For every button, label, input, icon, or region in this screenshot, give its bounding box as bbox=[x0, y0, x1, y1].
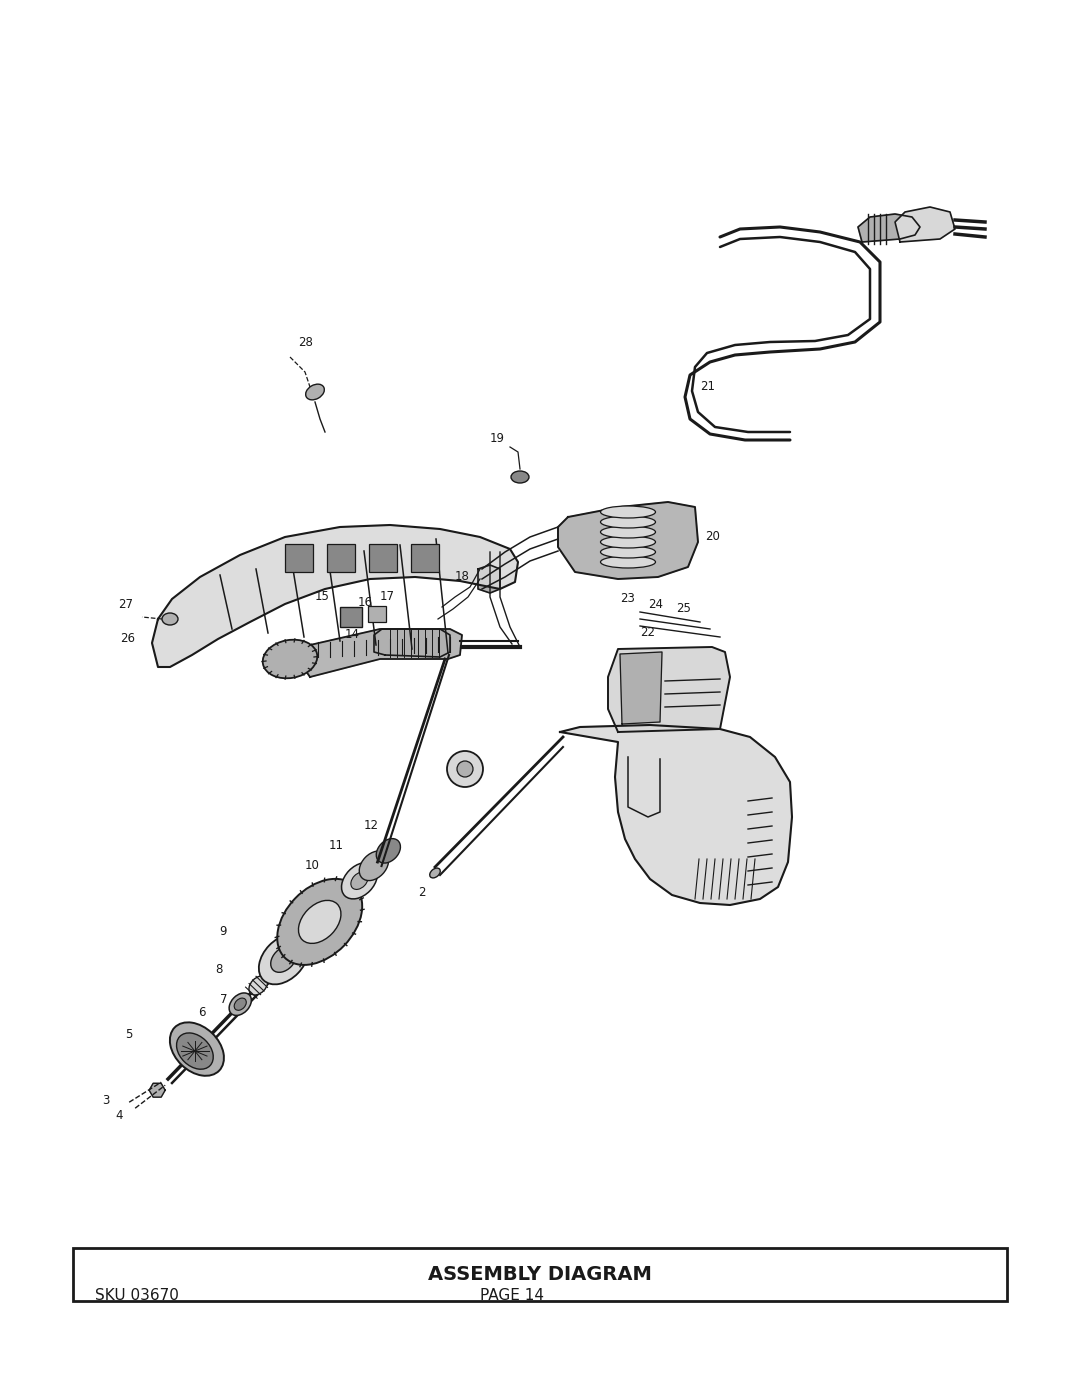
Polygon shape bbox=[858, 214, 920, 242]
Text: 9: 9 bbox=[219, 925, 227, 939]
Text: 7: 7 bbox=[220, 993, 228, 1006]
Text: 24: 24 bbox=[648, 598, 663, 610]
Text: 23: 23 bbox=[620, 592, 635, 605]
Ellipse shape bbox=[229, 993, 252, 1016]
Polygon shape bbox=[608, 647, 730, 732]
Text: 6: 6 bbox=[199, 1006, 206, 1018]
Ellipse shape bbox=[278, 879, 362, 965]
Ellipse shape bbox=[457, 761, 473, 777]
Ellipse shape bbox=[271, 946, 297, 972]
Polygon shape bbox=[620, 652, 662, 724]
Text: 14: 14 bbox=[345, 629, 360, 641]
Ellipse shape bbox=[176, 1032, 213, 1069]
Bar bbox=[368, 606, 386, 622]
Ellipse shape bbox=[298, 901, 341, 943]
Text: 22: 22 bbox=[640, 626, 654, 638]
Text: 26: 26 bbox=[120, 633, 135, 645]
Polygon shape bbox=[561, 725, 792, 905]
Text: 11: 11 bbox=[329, 840, 343, 852]
Text: ASSEMBLY DIAGRAM: ASSEMBLY DIAGRAM bbox=[428, 1264, 652, 1284]
Ellipse shape bbox=[600, 515, 656, 528]
Text: 16: 16 bbox=[357, 595, 373, 609]
Ellipse shape bbox=[259, 935, 309, 985]
Ellipse shape bbox=[376, 838, 401, 863]
Text: 3: 3 bbox=[103, 1094, 109, 1106]
Text: 5: 5 bbox=[125, 1028, 132, 1041]
Ellipse shape bbox=[170, 1023, 224, 1076]
Text: 21: 21 bbox=[700, 380, 715, 394]
Ellipse shape bbox=[600, 527, 656, 538]
Polygon shape bbox=[149, 1083, 165, 1097]
Bar bbox=[411, 543, 438, 571]
Ellipse shape bbox=[162, 613, 178, 624]
Ellipse shape bbox=[262, 640, 318, 679]
Ellipse shape bbox=[600, 506, 656, 518]
Ellipse shape bbox=[360, 851, 389, 880]
Text: 2: 2 bbox=[418, 886, 426, 898]
Bar bbox=[340, 608, 362, 627]
Ellipse shape bbox=[600, 546, 656, 557]
Ellipse shape bbox=[600, 556, 656, 569]
Text: 25: 25 bbox=[676, 602, 691, 616]
Ellipse shape bbox=[511, 471, 529, 483]
Text: 27: 27 bbox=[118, 598, 133, 612]
Text: SKU 03670: SKU 03670 bbox=[95, 1288, 179, 1302]
Ellipse shape bbox=[306, 384, 324, 400]
Text: 19: 19 bbox=[490, 433, 505, 446]
Ellipse shape bbox=[600, 536, 656, 548]
Polygon shape bbox=[558, 502, 698, 578]
Bar bbox=[73, 1248, 1007, 1301]
Bar bbox=[327, 543, 355, 571]
Ellipse shape bbox=[447, 752, 483, 787]
Ellipse shape bbox=[351, 872, 368, 890]
Polygon shape bbox=[374, 629, 450, 657]
Bar bbox=[369, 543, 397, 571]
Text: 8: 8 bbox=[216, 963, 222, 975]
Ellipse shape bbox=[341, 862, 377, 898]
Text: 15: 15 bbox=[315, 591, 329, 604]
Polygon shape bbox=[295, 629, 462, 678]
Ellipse shape bbox=[234, 997, 246, 1010]
Text: 18: 18 bbox=[455, 570, 470, 584]
Bar bbox=[285, 543, 313, 571]
Ellipse shape bbox=[249, 977, 268, 995]
Text: 4: 4 bbox=[116, 1109, 123, 1122]
Text: PAGE 14: PAGE 14 bbox=[480, 1288, 544, 1302]
Polygon shape bbox=[895, 207, 955, 242]
Text: 20: 20 bbox=[705, 531, 720, 543]
Polygon shape bbox=[478, 564, 500, 592]
Text: 12: 12 bbox=[363, 819, 378, 833]
Polygon shape bbox=[152, 525, 518, 666]
Ellipse shape bbox=[430, 868, 441, 877]
Text: 28: 28 bbox=[298, 335, 313, 348]
Text: 17: 17 bbox=[380, 591, 395, 604]
Text: 13: 13 bbox=[268, 655, 283, 669]
Text: 10: 10 bbox=[305, 859, 320, 872]
